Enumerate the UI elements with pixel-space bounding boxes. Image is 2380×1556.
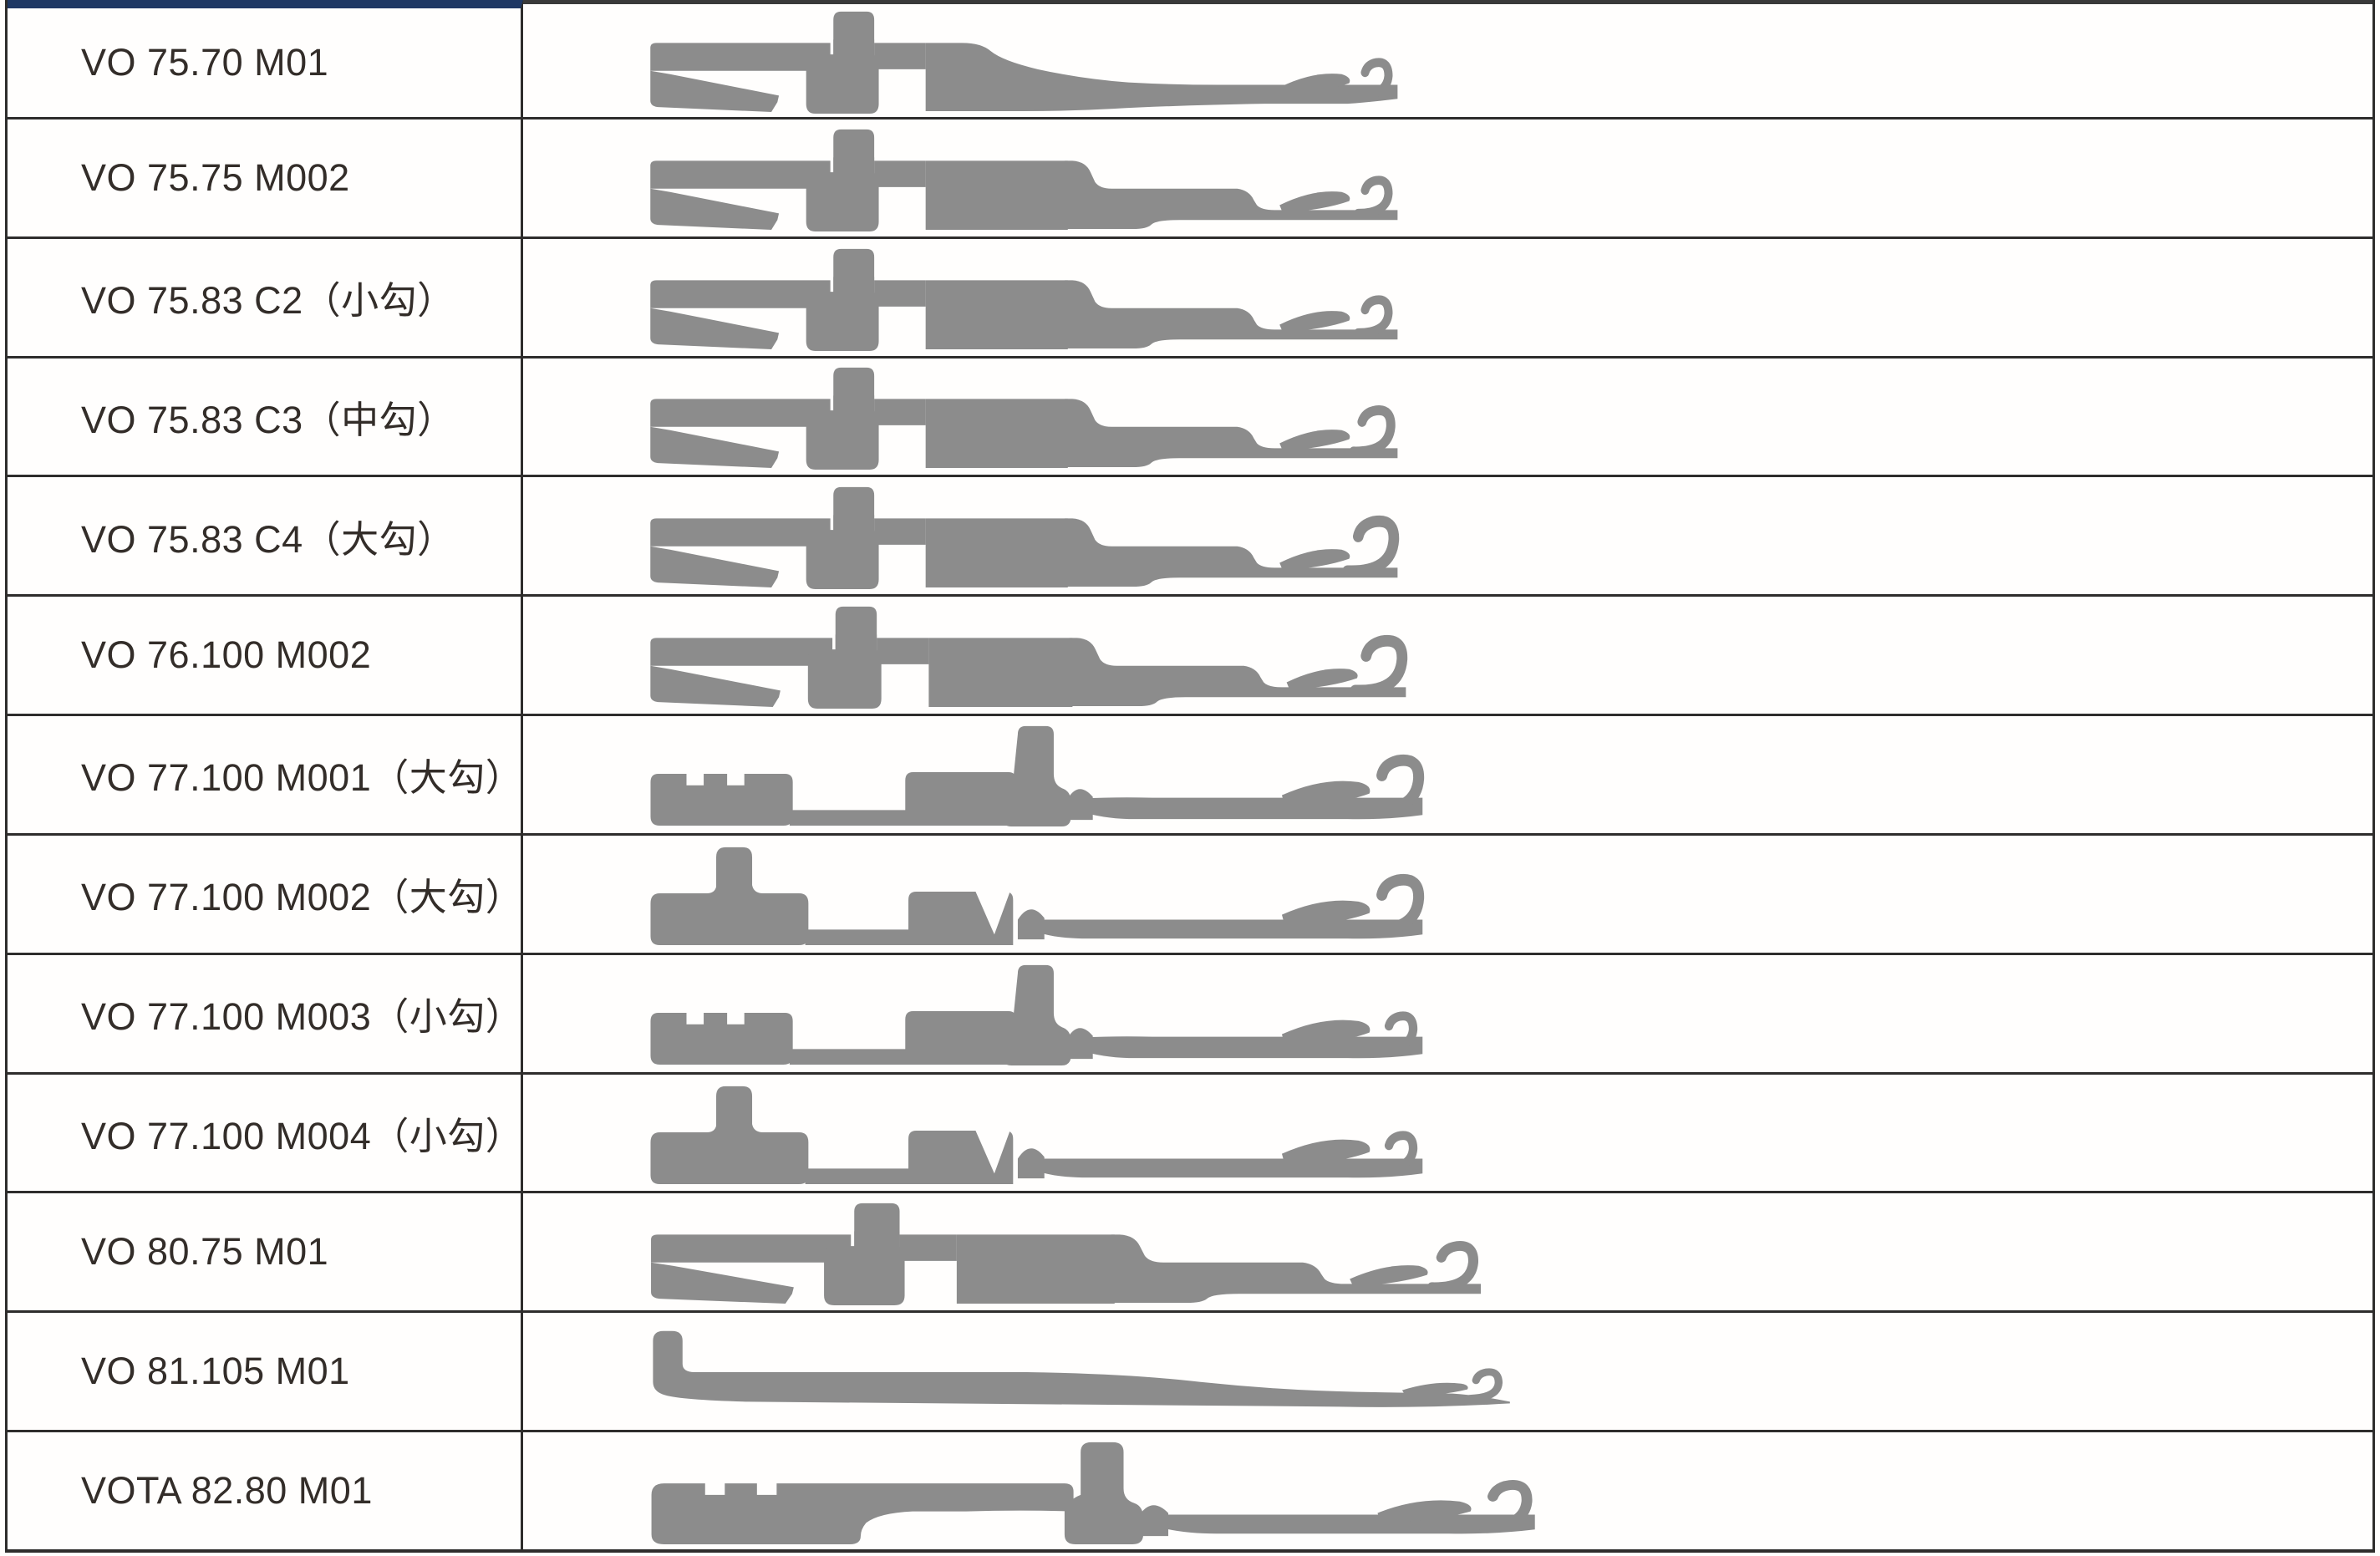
model-label: VO 81.105 M01 [8,1313,523,1431]
model-label: VO 75.70 M01 [8,0,523,117]
table-row: VO 77.100 M003（小勾） [8,954,2372,1075]
needle-silhouette [653,1330,1510,1408]
model-label: VO 77.100 M003（小勾） [8,954,523,1072]
needle-silhouette [650,368,1398,470]
needle-silhouette [651,1442,1535,1545]
needle-profile-cell [523,1432,2372,1549]
model-label: VO 75.83 C2（小勾） [8,238,523,356]
needle-profile-cell [523,119,2372,236]
needle-profile-cell [523,716,2372,833]
table-row: VO 81.105 M01 [8,1313,2372,1433]
model-label: VO 76.100 M002 [8,597,523,714]
table-row: VO 76.100 M002 [8,597,2372,717]
needle-silhouette [650,847,1426,945]
needle-profile-cell [523,358,2372,475]
table-row: VO 75.83 C4（大勾） [8,477,2372,597]
model-label: VO 77.100 M004（小勾） [8,1074,523,1192]
needle-profile-cell [523,0,2372,117]
model-label: VO 77.100 M001（大勾） [8,716,523,833]
table-row: VO 80.75 M01 [8,1193,2372,1314]
table-row: VO 77.100 M002（大勾） [8,835,2372,955]
model-label: VO 77.100 M002（大勾） [8,835,523,953]
needle-silhouette [650,487,1401,590]
needle-silhouette [650,964,1423,1065]
needle-profile-cell [523,954,2372,1072]
needle-profile-cell [523,238,2372,356]
table-row: VO 77.100 M001（大勾） [8,716,2372,836]
needle-silhouette [651,1203,1481,1306]
needle-profile-cell [523,1193,2372,1311]
model-label: VO 75.83 C4（大勾） [8,477,523,595]
needle-profile-cell [523,597,2372,714]
needle-silhouette [650,129,1398,231]
table-row: VO 75.70 M01 [8,0,2372,119]
needle-silhouette [650,248,1398,351]
needle-silhouette [650,12,1398,114]
needle-spec-table: VO 75.70 M01 VO 75.75 M002 VO 75.83 C2（小… [5,0,2375,1553]
model-label: VO 75.75 M002 [8,119,523,236]
model-label: VOTA 82.80 M01 [8,1432,523,1549]
table-row: VO 77.100 M004（小勾） [8,1074,2372,1194]
needle-profile-cell [523,1074,2372,1192]
needle-silhouette [650,725,1426,827]
needle-profile-cell [523,1313,2372,1431]
table-row: VO 75.75 M002 [8,119,2372,239]
needle-profile-cell [523,477,2372,595]
table-row: VOTA 82.80 M01 [8,1432,2372,1549]
needle-silhouette [650,607,1409,709]
table-row: VO 75.83 C2（小勾） [8,238,2372,358]
model-label: VO 75.83 C3（中勾） [8,358,523,475]
model-label: VO 80.75 M01 [8,1193,523,1311]
needle-profile-cell [523,835,2372,953]
needle-silhouette [650,1086,1423,1184]
table-row: VO 75.83 C3（中勾） [8,358,2372,478]
